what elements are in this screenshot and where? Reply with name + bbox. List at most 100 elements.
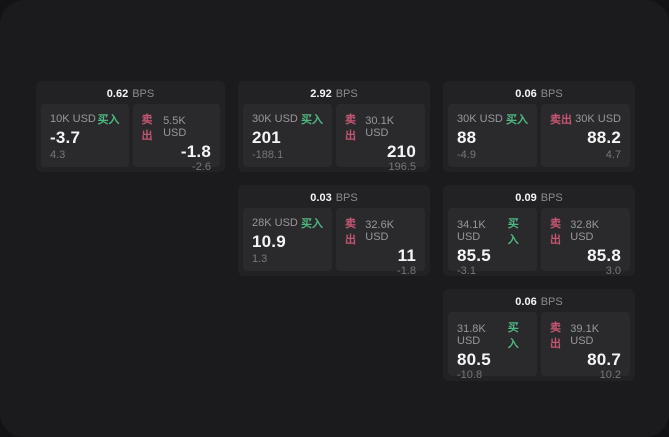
buy-delta: -4.9 <box>457 149 476 161</box>
buy-delta: 4.3 <box>50 149 66 161</box>
buy-size-label: 10K USD <box>50 113 96 125</box>
bps-value: 0.62 <box>106 88 129 100</box>
buy-price: 88 <box>457 128 477 147</box>
buy-panel-header: 30K USD 买入 <box>252 111 323 127</box>
sell-size-label: 5.5K USD <box>163 115 187 139</box>
buy-side-label: 买入 <box>506 114 528 126</box>
bps-header: 2.92 BPS <box>243 85 425 104</box>
sell-panel-header: 卖出 39.1K USD <box>550 319 621 351</box>
sell-panel[interactable]: 卖出 30.1K USD 210 196.5 <box>336 104 425 173</box>
sell-delta: -2.6 <box>192 161 211 173</box>
buy-size-label: 28K USD <box>252 217 298 229</box>
bps-suffix-label: BPS <box>540 88 563 100</box>
sell-size-label: 39.1K USD <box>570 323 600 347</box>
buy-panel[interactable]: 34.1K USD 买入 85.5 -3.1 <box>448 208 537 277</box>
buy-size-label: 34.1K USD <box>457 219 486 243</box>
sell-delta: 10.2 <box>599 369 621 381</box>
sell-delta: 196.5 <box>388 161 416 173</box>
buy-panel-header: 10K USD 买入 <box>50 111 120 127</box>
buy-price: 10.9 <box>252 232 286 251</box>
buy-panel[interactable]: 28K USD 买入 10.9 1.3 <box>243 208 332 271</box>
buy-sell-panels: 31.8K USD 买入 80.5 -10.8 卖出 39.1K USD 80.… <box>448 312 630 381</box>
quote-card: 0.06 BPS 30K USD 买入 88 -4.9 卖出 30K USD 8… <box>443 81 635 172</box>
sell-panel[interactable]: 卖出 32.8K USD 85.8 3.0 <box>541 208 630 277</box>
sell-price: 80.7 <box>587 350 621 369</box>
sell-delta: 3.0 <box>605 265 621 277</box>
bps-header: 0.06 BPS <box>448 85 630 104</box>
sell-size-label: 32.6K USD <box>365 219 395 243</box>
bps-suffix-label: BPS <box>132 88 155 100</box>
sell-panel-header: 卖出 32.8K USD <box>550 215 621 247</box>
quote-card: 0.62 BPS 10K USD 买入 -3.7 4.3 卖出 5.5K USD… <box>36 81 225 173</box>
sell-panel[interactable]: 卖出 30K USD 88.2 4.7 <box>541 104 630 167</box>
sell-side-label: 卖出 <box>550 322 561 350</box>
quote-card: 2.92 BPS 30K USD 买入 201 -188.1 卖出 30.1K … <box>238 81 430 173</box>
buy-price: -3.7 <box>50 128 81 147</box>
buy-price: 85.5 <box>457 246 491 265</box>
sell-panel[interactable]: 卖出 39.1K USD 80.7 10.2 <box>541 312 630 381</box>
buy-sell-panels: 30K USD 买入 201 -188.1 卖出 30.1K USD 210 1… <box>243 104 425 173</box>
bps-suffix-label: BPS <box>335 192 358 204</box>
quote-cards-grid: 0.62 BPS 10K USD 买入 -3.7 4.3 卖出 5.5K USD… <box>36 81 635 381</box>
bps-suffix-label: BPS <box>540 192 563 204</box>
sell-price: 210 <box>387 142 416 161</box>
sell-panel[interactable]: 卖出 5.5K USD -1.8 -2.6 <box>132 104 220 173</box>
sell-price: 85.8 <box>587 246 621 265</box>
bps-header: 0.62 BPS <box>41 85 220 104</box>
buy-price: 80.5 <box>457 350 491 369</box>
buy-sell-panels: 10K USD 买入 -3.7 4.3 卖出 5.5K USD -1.8 -2.… <box>41 104 220 173</box>
sell-price: 88.2 <box>587 128 621 147</box>
buy-sell-panels: 28K USD 买入 10.9 1.3 卖出 32.6K USD 11 -1.8 <box>243 208 425 277</box>
bps-value: 0.03 <box>310 192 332 204</box>
buy-size-label: 30K USD <box>252 113 298 125</box>
buy-panel-header: 34.1K USD 买入 <box>457 215 528 247</box>
sell-side-label: 卖出 <box>550 218 561 246</box>
bps-header: 0.03 BPS <box>243 189 425 208</box>
sell-size-label: 30.1K USD <box>365 115 395 139</box>
buy-price: 201 <box>252 128 281 147</box>
sell-panel-header: 卖出 30.1K USD <box>345 111 416 143</box>
bps-suffix-label: BPS <box>540 296 563 308</box>
buy-delta: 1.3 <box>252 253 268 265</box>
sell-price: 11 <box>397 246 416 265</box>
bps-suffix-label: BPS <box>335 88 358 100</box>
quote-card: 0.03 BPS 28K USD 买入 10.9 1.3 卖出 32.6K US… <box>238 185 430 277</box>
buy-side-label: 买入 <box>97 114 120 126</box>
buy-sell-panels: 30K USD 买入 88 -4.9 卖出 30K USD 88.2 4.7 <box>448 104 630 167</box>
buy-delta: -3.1 <box>457 265 476 277</box>
buy-side-label: 买入 <box>507 322 519 350</box>
buy-panel[interactable]: 30K USD 买入 201 -188.1 <box>243 104 332 167</box>
sell-panel-header: 卖出 5.5K USD <box>142 111 212 143</box>
bps-value: 0.06 <box>515 88 537 100</box>
bps-header: 0.06 BPS <box>448 293 630 312</box>
buy-side-label: 买入 <box>507 218 519 246</box>
buy-delta: -188.1 <box>252 149 284 161</box>
buy-size-label: 30K USD <box>457 113 503 125</box>
sell-side-label: 卖出 <box>345 218 356 246</box>
sell-side-label: 卖出 <box>550 114 572 126</box>
buy-panel-header: 28K USD 买入 <box>252 215 323 231</box>
sell-panel-header: 卖出 32.6K USD <box>345 215 416 247</box>
buy-side-label: 买入 <box>301 218 323 230</box>
sell-delta: -1.8 <box>397 265 416 277</box>
bps-header: 0.09 BPS <box>448 189 630 208</box>
buy-panel[interactable]: 10K USD 买入 -3.7 4.3 <box>41 104 129 167</box>
buy-side-label: 买入 <box>301 114 323 126</box>
sell-panel[interactable]: 卖出 32.6K USD 11 -1.8 <box>336 208 425 277</box>
sell-size-label: 32.8K USD <box>570 219 600 243</box>
quote-card: 0.09 BPS 34.1K USD 买入 85.5 -3.1 卖出 32.8K… <box>443 185 635 277</box>
sell-side-label: 卖出 <box>345 114 356 142</box>
bps-value: 2.92 <box>310 88 332 100</box>
bps-value: 0.06 <box>515 296 537 308</box>
sell-side-label: 卖出 <box>141 114 153 142</box>
sell-size-label: 30K USD <box>575 113 621 125</box>
bps-value: 0.09 <box>515 192 537 204</box>
buy-delta: -10.8 <box>457 369 483 381</box>
sell-delta: 4.7 <box>605 149 621 161</box>
buy-panel[interactable]: 30K USD 买入 88 -4.9 <box>448 104 537 167</box>
buy-size-label: 31.8K USD <box>457 323 486 347</box>
sell-price: -1.8 <box>180 142 211 161</box>
buy-panel[interactable]: 31.8K USD 买入 80.5 -10.8 <box>448 312 537 381</box>
buy-panel-header: 31.8K USD 买入 <box>457 319 528 351</box>
